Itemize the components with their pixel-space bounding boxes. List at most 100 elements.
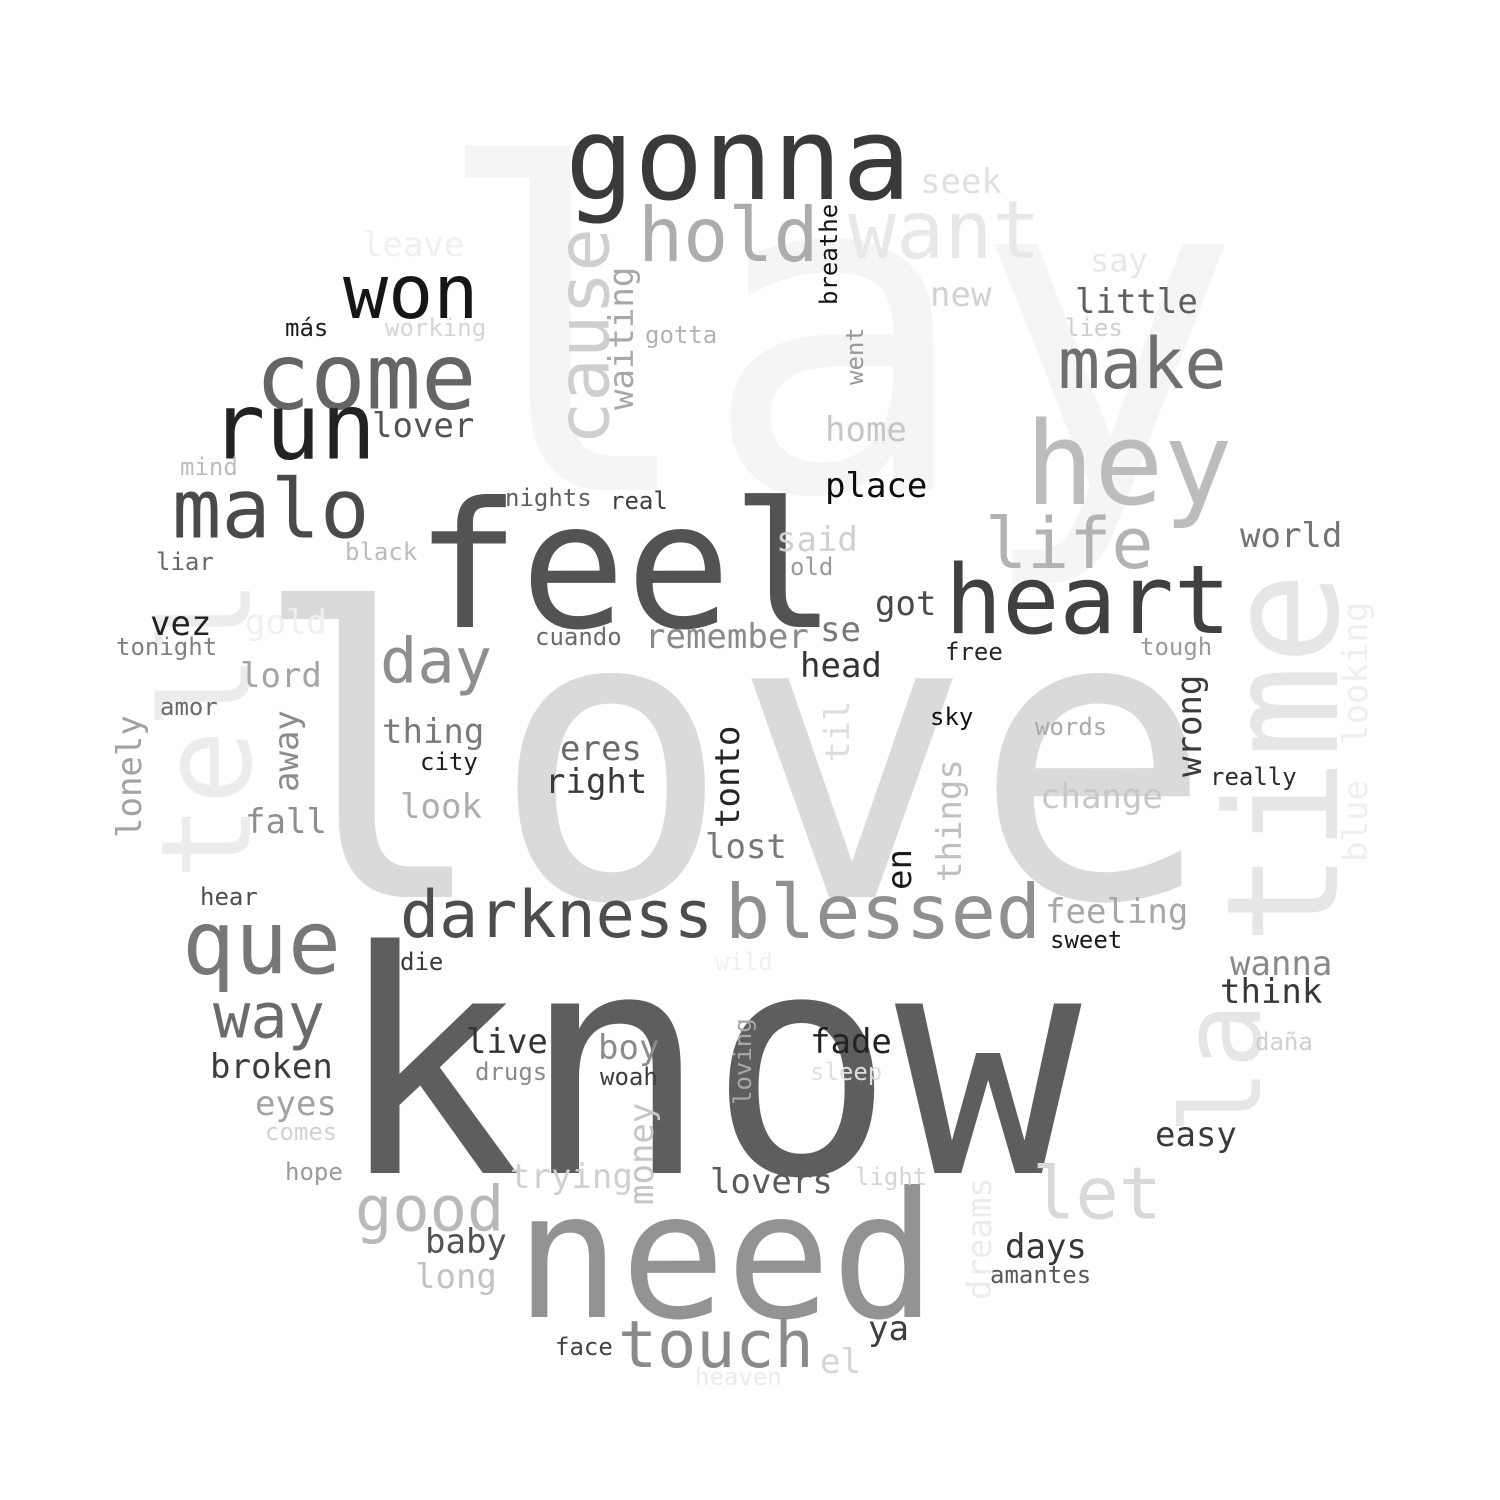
word-96: loving — [728, 1018, 757, 1105]
word-33: leave — [362, 224, 465, 265]
word-50: black — [345, 537, 418, 566]
word-93: broken — [210, 1046, 333, 1087]
word-97: sleep — [810, 1057, 883, 1086]
word-54: cuando — [535, 622, 622, 651]
word-58: free — [945, 637, 1003, 666]
word-31: little — [1075, 281, 1198, 322]
word-99: eyes — [255, 1083, 337, 1124]
word-61: lord — [240, 655, 322, 696]
word-32: lies — [1065, 313, 1123, 342]
word-13: darkness — [400, 878, 714, 953]
word-28: seek — [920, 161, 1002, 202]
word-27: way — [213, 979, 325, 1053]
word-88: wanna — [1230, 943, 1333, 984]
word-47: said — [776, 519, 858, 560]
word-11: heart — [945, 546, 1231, 656]
word-100: comes — [265, 1117, 338, 1146]
word-1: love — [250, 527, 1214, 992]
word-62: head — [800, 645, 882, 686]
word-94: drugs — [475, 1057, 548, 1086]
word-44: real — [610, 486, 668, 515]
word-105: lovers — [710, 1161, 833, 1202]
word-65: wrong — [1169, 674, 1210, 777]
word-4: want — [848, 184, 1041, 277]
word-56: se — [820, 609, 861, 650]
word-81: lost — [705, 826, 787, 867]
word-84: feeling — [1045, 891, 1189, 932]
word-87: wild — [715, 947, 773, 976]
word-86: die — [400, 947, 444, 976]
word-90: live — [466, 1021, 548, 1062]
word-25: good — [355, 1172, 505, 1246]
word-85: sweet — [1050, 925, 1123, 954]
word-14: que — [182, 891, 341, 995]
word-83: hear — [200, 882, 258, 911]
word-9: gonna — [565, 93, 912, 227]
word-60: looking — [1335, 601, 1376, 745]
word-77: change — [1040, 776, 1163, 817]
word-71: city — [420, 747, 478, 776]
word-42: mind — [180, 452, 238, 481]
word-114: el — [820, 1341, 861, 1382]
word-53: tonight — [116, 632, 218, 661]
word-26: day — [380, 624, 492, 698]
word-49: liar — [156, 547, 214, 576]
word-79: look — [400, 786, 482, 827]
word-45: place — [825, 465, 928, 506]
word-21: make — [1058, 323, 1227, 405]
word-112: ya — [868, 1308, 909, 1349]
word-64: sky — [930, 702, 974, 731]
word-36: waiting — [601, 266, 642, 410]
word-98: daña — [1255, 1027, 1313, 1056]
word-72: right — [545, 761, 648, 802]
word-74: til — [817, 700, 858, 762]
word-75: really — [1210, 762, 1297, 791]
word-16: come — [255, 323, 477, 431]
word-0: lay — [430, 73, 1243, 597]
word-41: lover — [372, 405, 475, 446]
word-57: got — [875, 583, 937, 624]
word-70: eres — [560, 728, 642, 769]
word-66: words — [1035, 712, 1108, 741]
word-30: new — [930, 274, 992, 315]
word-92: fade — [810, 1021, 892, 1062]
word-19: hold — [638, 191, 819, 279]
word-102: easy — [1155, 1114, 1237, 1155]
word-67: lonely — [109, 715, 150, 838]
word-52: vez — [150, 603, 212, 644]
word-39: went — [840, 327, 869, 385]
word-109: days — [1005, 1226, 1087, 1267]
word-82: en — [879, 849, 920, 890]
word-46: world — [1240, 515, 1343, 556]
word-106: light — [855, 1162, 928, 1191]
word-113: face — [555, 1332, 613, 1361]
word-24: touch — [618, 1308, 814, 1383]
word-95: woah — [600, 1062, 658, 1091]
word-35: working — [385, 313, 487, 342]
word-17: run — [210, 373, 377, 481]
word-91: boy — [598, 1027, 660, 1068]
word-34: más — [285, 313, 329, 342]
word-10: hey — [1025, 398, 1233, 532]
word-12: blessed — [725, 868, 1042, 956]
word-8: feel — [415, 466, 837, 669]
word-29: say — [1090, 241, 1148, 280]
word-18: won — [343, 248, 479, 336]
word-103: hope — [285, 1157, 343, 1186]
word-111: amantes — [990, 1260, 1092, 1289]
word-115: heaven — [695, 1362, 782, 1391]
word-48: old — [790, 552, 834, 581]
word-69: thing — [382, 711, 485, 752]
word-7: need — [515, 1156, 937, 1359]
word-15: malo — [172, 462, 370, 558]
word-68: away — [266, 710, 307, 792]
word-55: remember — [645, 616, 809, 657]
word-104: trying — [510, 1156, 633, 1197]
word-40: home — [825, 409, 907, 450]
word-76: things — [929, 759, 970, 882]
word-51: gold — [245, 602, 327, 643]
word-108: baby — [425, 1221, 507, 1262]
word-78: blue — [1335, 780, 1376, 862]
word-63: amor — [160, 692, 218, 721]
word-80: fall — [245, 801, 327, 842]
